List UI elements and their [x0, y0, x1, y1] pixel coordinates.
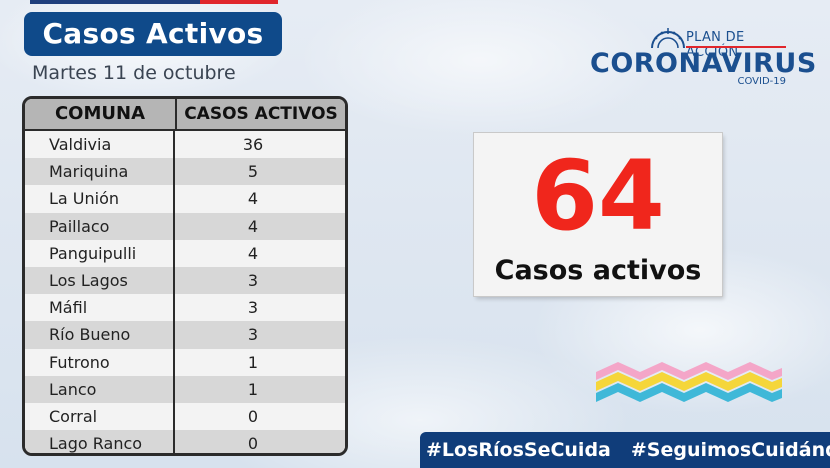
table-row: Valdivia 36: [25, 131, 345, 159]
cell-casos: 4: [247, 189, 259, 209]
total-cases-number: 64: [531, 140, 665, 252]
cell-casos: 0: [247, 406, 259, 426]
brand-underline: [686, 46, 786, 48]
brand-main-text: CORONAVIRUS: [590, 48, 817, 79]
cell-casos: 3: [247, 270, 259, 290]
cell-comuna: Mariquina: [25, 158, 175, 186]
cell-comuna: Río Bueno: [25, 321, 175, 349]
brand-sub-text: COVID-19: [737, 76, 786, 87]
date-label: Martes 11 de octubre: [32, 62, 236, 84]
top-accent-bar: [30, 0, 278, 4]
cell-comuna: Lanco: [25, 375, 175, 403]
hashtag-footer: #LosRíosSeCuida #SeguimosCuidándonos: [420, 432, 830, 468]
hashtag-losrios: #LosRíosSeCuida: [426, 439, 611, 461]
table-row: La Unión 4: [25, 185, 345, 213]
brand-top-text: PLAN DE ACCIÓN: [686, 30, 745, 60]
cell-casos: 1: [247, 352, 259, 372]
cell-casos: 5: [247, 162, 259, 182]
hashtag-seguimos: #SeguimosCuidándonos: [630, 439, 830, 461]
table-row: Paillaco 4: [25, 212, 345, 240]
cell-casos: 4: [247, 243, 259, 263]
cell-comuna: Futrono: [25, 348, 175, 376]
cell-comuna: Panguipulli: [25, 239, 175, 267]
table-row: Lago Ranco 0: [25, 430, 345, 454]
cell-casos: 1: [247, 379, 259, 399]
cell-comuna: Los Lagos: [25, 266, 175, 295]
coronavirus-brand-logo: PLAN DE ACCIÓN CORONAVIRUS COVID-19: [590, 26, 816, 92]
cell-comuna: Paillaco: [25, 212, 175, 240]
table-row: Corral 0: [25, 402, 345, 431]
page-title: Casos Activos: [24, 12, 282, 56]
cell-casos: 3: [247, 325, 259, 345]
table-header: COMUNA CASOS ACTIVOS: [25, 99, 345, 131]
cell-casos: 3: [247, 298, 259, 318]
total-cases-card: 64 Casos activos: [474, 133, 722, 296]
cell-comuna: La Unión: [25, 185, 175, 213]
column-header-comuna: COMUNA: [25, 99, 177, 129]
table-row: Lanco 1: [25, 375, 345, 403]
table-row: Futrono 1: [25, 348, 345, 376]
total-cases-label: Casos activos: [494, 255, 702, 286]
column-header-casos: CASOS ACTIVOS: [184, 104, 338, 124]
table-row: Los Lagos 3: [25, 266, 345, 295]
cell-comuna: Máfil: [25, 294, 175, 322]
table-row: Máfil 3: [25, 294, 345, 322]
waves-logo-icon: [596, 362, 782, 402]
cell-comuna: Lago Ranco: [25, 430, 175, 453]
dome-icon: [651, 28, 685, 49]
table-row: Río Bueno 3: [25, 321, 345, 349]
cell-casos: 36: [242, 135, 264, 154]
cell-casos: 4: [247, 216, 259, 236]
table-row: Panguipulli 4: [25, 239, 345, 267]
table-row: Mariquina 5: [25, 158, 345, 186]
table-body: Valdivia 36 Mariquina 5 La Unión 4 Paillaco 4 Pa…: [25, 131, 345, 454]
cell-comuna: Valdivia: [25, 131, 175, 159]
cases-table: COMUNA CASOS ACTIVOS Valdivia 36 Mariquina…: [22, 96, 348, 456]
cell-comuna: Corral: [25, 402, 175, 431]
cell-casos: 0: [247, 434, 259, 454]
